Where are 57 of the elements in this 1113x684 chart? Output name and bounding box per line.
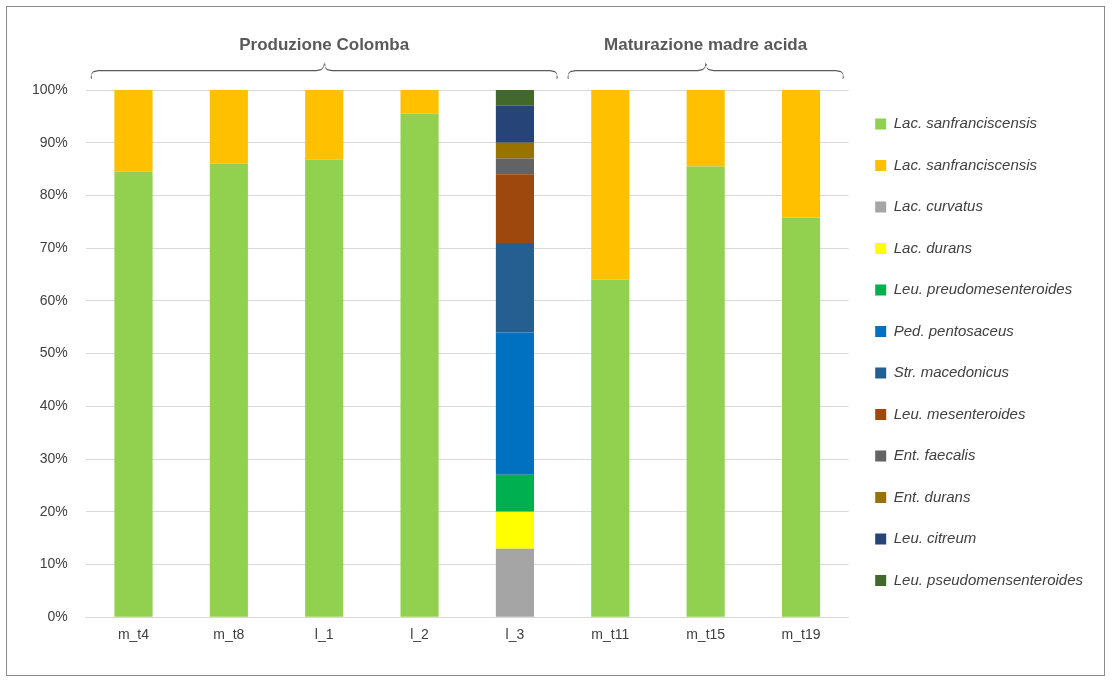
bar: [400, 113, 439, 617]
bar: [591, 90, 630, 280]
bar: [686, 166, 725, 617]
bar: [495, 174, 535, 243]
y-tick-label: 10%: [39, 555, 68, 572]
y-tick-label: 30%: [39, 449, 68, 466]
legend-label: Ent. faecalis: [893, 446, 976, 464]
x-tick-label: m_t15: [686, 626, 726, 643]
bar: [495, 105, 535, 143]
bar: [686, 90, 725, 167]
legend-label: Leu. mesenteroides: [893, 404, 1026, 422]
legend-label: Ped. pentosaceus: [893, 321, 1015, 339]
bar: [781, 90, 821, 218]
legend-label: Str. macedonicus: [893, 363, 1010, 381]
x-tick-label: l_3: [505, 626, 525, 643]
bar: [209, 163, 248, 617]
x-tick-label: m_t19: [781, 626, 821, 643]
legend-label: Ent. durans: [893, 487, 971, 505]
bar: [495, 474, 535, 512]
bar: [114, 90, 153, 172]
y-tick-label: 40%: [39, 397, 68, 414]
bar: [495, 142, 535, 159]
x-tick-label: m_t4: [117, 626, 150, 643]
legend-label: Lac. durans: [893, 238, 973, 256]
y-tick-label: 20%: [39, 502, 68, 519]
bar: [495, 90, 535, 106]
bar: [114, 171, 153, 617]
x-tick-label: m_t8: [213, 626, 245, 643]
legend-label: Leu. pseudomensenteroides: [893, 570, 1084, 588]
bar: [495, 242, 535, 333]
legend-label: Lac. sanfranciscensis: [893, 155, 1038, 173]
bar: [495, 332, 535, 475]
legend-label: Lac. curvatus: [893, 197, 984, 215]
y-tick-label: 80%: [39, 186, 68, 203]
bar: [400, 90, 439, 114]
x-tick-label: l_2: [410, 626, 430, 643]
legend-label: Leu. preudomesenteroides: [893, 280, 1073, 298]
text: Produzione Colomba: [239, 35, 410, 55]
y-tick-label: 70%: [39, 239, 68, 256]
legend-label: Leu. citreum: [893, 529, 977, 547]
bar: [495, 548, 535, 617]
bar: [591, 279, 630, 617]
y-tick-label: 90%: [39, 133, 68, 150]
legend-label: Lac. sanfranciscensis: [893, 114, 1038, 132]
bar: [305, 90, 344, 160]
x-tick-label: m_t11: [591, 626, 630, 643]
bar: [305, 159, 344, 617]
y-tick-label: 100%: [31, 80, 68, 97]
y-tick-label: 0%: [47, 608, 68, 625]
y-tick-label: 60%: [39, 291, 68, 308]
text: Maturazione madre acida: [604, 35, 808, 55]
x-tick-label: l_1: [314, 626, 334, 643]
bar: [495, 158, 535, 175]
bar: [781, 217, 821, 617]
bar: [495, 511, 535, 549]
y-tick-label: 50%: [39, 344, 68, 361]
bar: [209, 90, 248, 164]
